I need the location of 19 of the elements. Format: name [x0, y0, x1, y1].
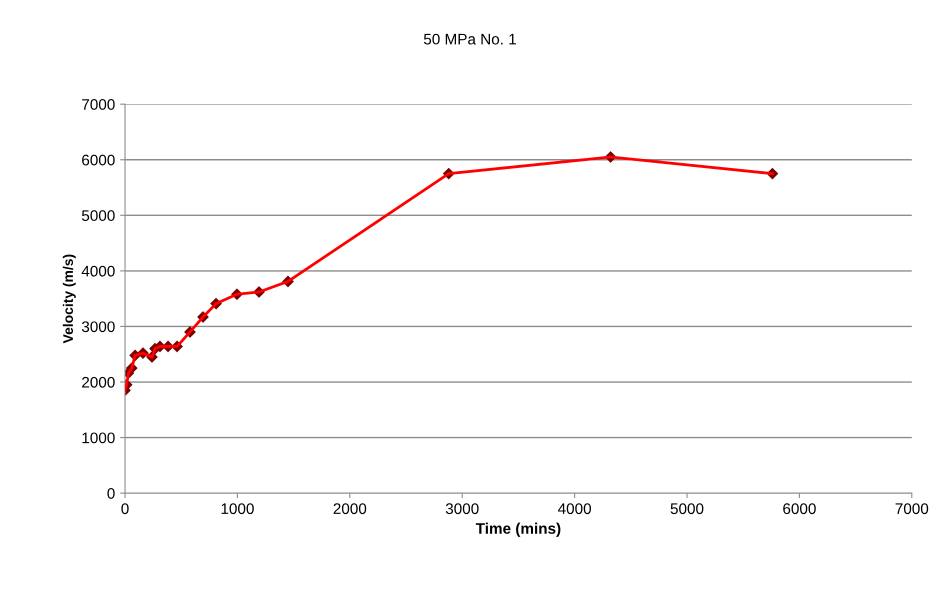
y-tick-label: 0 [107, 488, 115, 499]
x-tick-label: 2000 [334, 503, 366, 514]
y-tick-label: 2000 [82, 376, 115, 388]
x-tick-label: 0 [121, 503, 129, 514]
y-tick-label: 3000 [82, 321, 115, 332]
chart-title: 50 MPa No. 1 [424, 34, 516, 45]
y-tick-label: 6000 [82, 154, 115, 166]
x-tick-label: 1000 [222, 503, 254, 514]
x-tick-label: 6000 [783, 503, 816, 514]
y-axis-title: Velocity (m/s) [62, 254, 76, 344]
y-tick-label: 7000 [82, 99, 115, 110]
x-tick-label: 7000 [896, 503, 928, 514]
x-tick-label: 3000 [446, 503, 479, 514]
x-tick-label: 5000 [670, 503, 704, 514]
y-tick-label: 1000 [82, 432, 115, 444]
x-tick-label: 4000 [558, 503, 592, 514]
x-axis-title: Time (mins) [476, 522, 560, 537]
y-tick-label: 5000 [82, 210, 115, 222]
y-tick-label: 4000 [82, 266, 115, 277]
